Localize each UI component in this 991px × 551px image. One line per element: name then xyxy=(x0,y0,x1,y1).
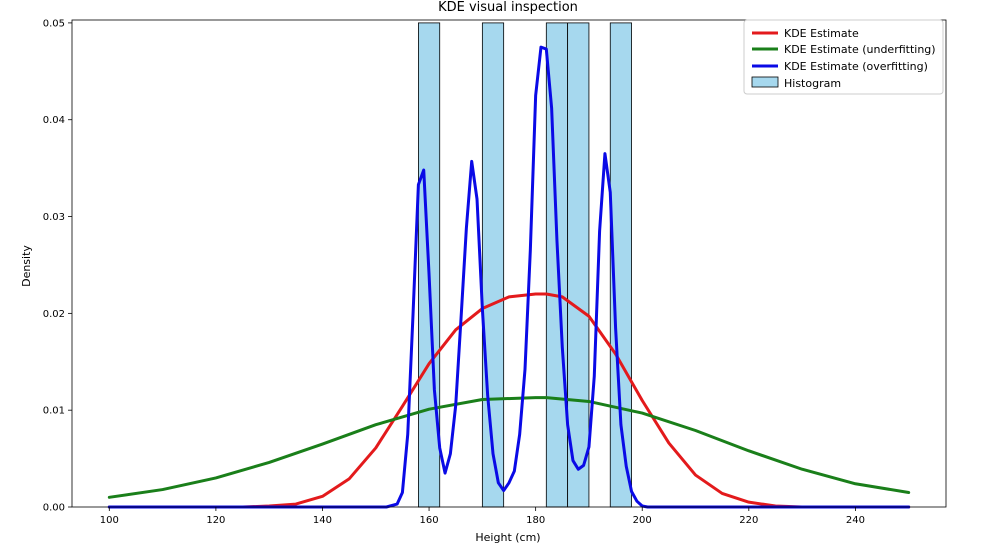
legend-swatch-histogram xyxy=(751,76,779,88)
y-tick-label-4: 0.04 xyxy=(43,115,65,126)
chart-title: KDE visual inspection xyxy=(438,0,578,15)
legend-label-kde-overfitting: KDE Estimate (overfitting) xyxy=(784,60,928,73)
legend-box xyxy=(743,19,944,95)
x-axis: 100 120 140 160 180 200 220 240 xyxy=(100,507,865,526)
x-tick-label-0: 100 xyxy=(100,515,119,526)
legend-label-histogram: Histogram xyxy=(784,77,841,90)
legend-label-kde-underfitting: KDE Estimate (underfitting) xyxy=(784,43,936,56)
histogram-bar-3 xyxy=(567,22,590,508)
series-line-kde-estimate-underfitting xyxy=(107,396,911,499)
x-tick-label-1: 120 xyxy=(206,515,225,526)
x-tick-label-5: 200 xyxy=(633,515,652,526)
y-axis-label: Density xyxy=(20,245,33,287)
histogram-layer xyxy=(418,22,632,508)
y-tick-label-5: 0.05 xyxy=(43,18,65,29)
series-line-kde-estimate-overfitting xyxy=(107,45,911,509)
plot-frame xyxy=(71,19,947,508)
y-tick-label-3: 0.03 xyxy=(43,212,65,223)
y-tick-label-2: 0.02 xyxy=(43,309,65,320)
y-tick-label-0: 0.00 xyxy=(43,503,65,514)
x-tick-label-7: 240 xyxy=(846,515,865,526)
x-tick-label-3: 160 xyxy=(420,515,439,526)
legend: KDE Estimate KDE Estimate (underfitting)… xyxy=(743,19,944,95)
histogram-bar-1 xyxy=(481,22,505,508)
x-tick-label-6: 220 xyxy=(739,515,758,526)
series-line-kde-estimate xyxy=(107,292,911,509)
x-tick-label-2: 140 xyxy=(313,515,332,526)
kde-series-layer xyxy=(107,45,911,509)
x-tick-label-4: 180 xyxy=(526,515,545,526)
x-axis-label: Height (cm) xyxy=(475,531,540,544)
y-tick-label-1: 0.01 xyxy=(43,406,65,417)
legend-label-kde: KDE Estimate xyxy=(784,27,859,40)
y-axis: 0.00 0.01 0.02 0.03 0.04 0.05 xyxy=(43,18,72,514)
